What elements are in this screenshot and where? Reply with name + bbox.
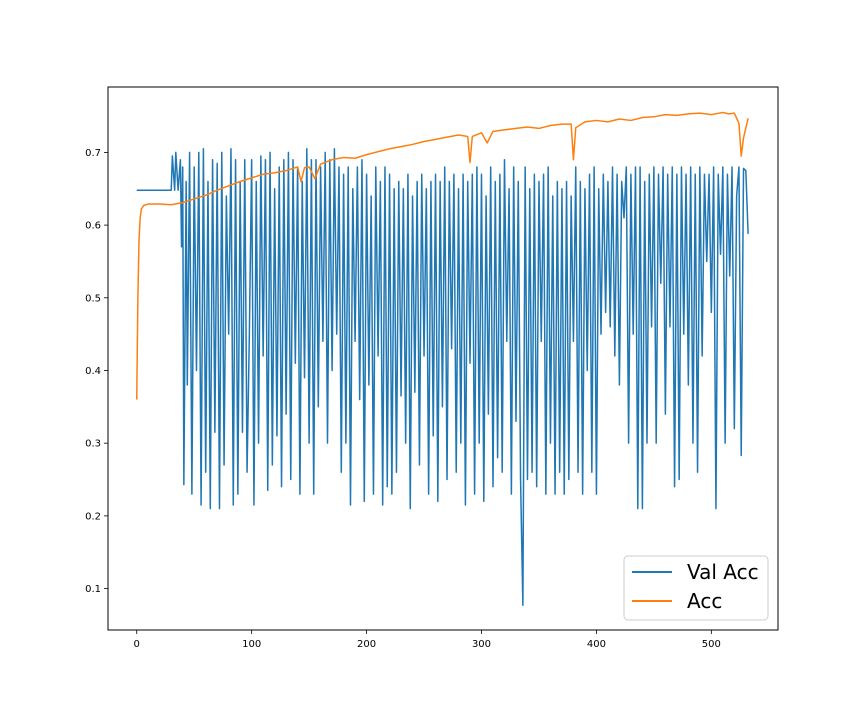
y-tick-label: 0.2	[85, 511, 101, 522]
y-tick-label: 0.6	[85, 221, 101, 232]
y-tick-label: 0.4	[85, 366, 101, 377]
series-line-acc	[135, 111, 749, 400]
x-tick-label: 200	[357, 639, 376, 650]
x-axis: 0 100 200 300 400 500	[134, 630, 721, 650]
legend: Val Acc Acc	[623, 555, 769, 621]
y-tick-label: 0.5	[85, 293, 101, 304]
axes-frame	[107, 86, 779, 631]
legend-label-acc: Acc	[687, 589, 722, 613]
series-line-val-acc	[136, 148, 749, 607]
x-tick-label: 0	[134, 639, 140, 650]
y-tick-label: 0.1	[85, 584, 101, 595]
x-tick-label: 300	[472, 639, 491, 650]
y-tick-label: 0.3	[85, 439, 101, 450]
plot-area	[107, 86, 779, 631]
x-tick-label: 500	[702, 639, 721, 650]
x-tick-label: 100	[242, 639, 261, 650]
y-axis: 0.1 0.2 0.3 0.4 0.5 0.6 0.7	[85, 148, 108, 595]
legend-label-val-acc: Val Acc	[687, 560, 759, 584]
y-tick-label: 0.7	[85, 148, 101, 159]
x-tick-label: 400	[587, 639, 606, 650]
series-layer	[135, 111, 749, 607]
